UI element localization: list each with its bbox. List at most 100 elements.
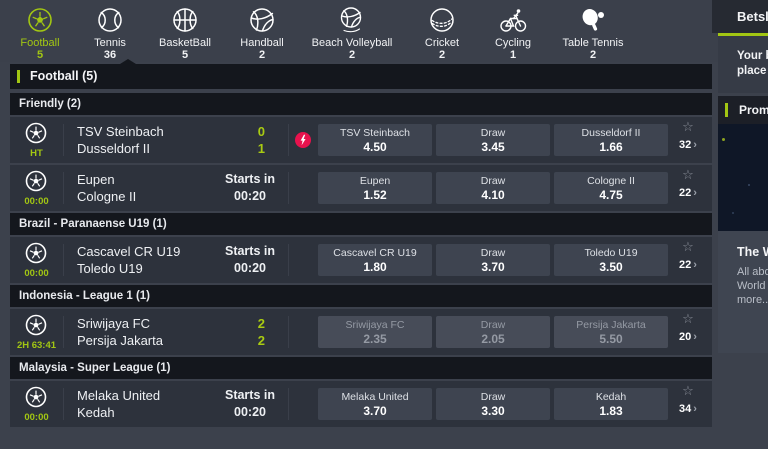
cricket-icon [382,5,502,35]
match-row[interactable]: 00:00 Eupen Cologne II Starts in 00:20 E… [10,165,712,211]
odds-button-away[interactable]: Toledo U19 3.50 [554,244,668,276]
odds-value: 1.83 [599,404,623,418]
odds-button-home[interactable]: Cascavel CR U19 1.80 [318,244,432,276]
league-header: Friendly (2) [10,93,712,115]
match-clock: 00:00 [24,196,49,207]
odds-button-home[interactable]: TSV Steinbach 4.50 [318,124,432,156]
cycling-icon [453,5,573,35]
tab-handball[interactable]: Handball 2 [202,5,322,62]
odds-label: Eupen [359,175,391,187]
tab-count: 2 [589,49,597,61]
tab-label: Tennis [94,37,126,49]
odds-button-draw[interactable]: Draw 3.45 [436,124,550,156]
league-header: Indonesia - League 1 (1) [10,285,712,307]
odds-button-home[interactable]: Melaka United 3.70 [318,388,432,420]
odds-button-draw[interactable]: Draw 2.05 [436,316,550,348]
odds-label: Draw [480,391,506,403]
promo-card-title: The World Cup [737,245,768,259]
match-clock: 00:00 [24,412,49,423]
football-row-icon [25,386,47,408]
home-team: Melaka United [77,388,161,403]
odds-button-home[interactable]: Eupen 1.52 [318,172,432,204]
match-row[interactable]: 2H 63:41 Sriwijaya FC Persija Jakarta 2 … [10,309,712,355]
markets-count[interactable]: 20 › [679,331,697,343]
divider [63,172,64,204]
odds-value: 1.52 [363,188,387,202]
chevron-right-icon: › [693,259,697,271]
tab-cricket[interactable]: Cricket 2 [382,5,502,62]
odds-value: 2.35 [363,332,387,346]
favorite-star-icon[interactable]: ☆ [682,239,694,254]
odds-button-away[interactable]: Kedah 1.83 [554,388,668,420]
odds-label: Cascavel CR U19 [333,247,417,259]
handball-icon [202,5,322,35]
odds-button-away[interactable]: Cologne II 4.75 [554,172,668,204]
chevron-right-icon: › [693,187,697,199]
tab-count: 2 [438,49,446,61]
starts-in-value: 00:20 [234,189,266,203]
tab-label: Handball [240,37,284,49]
tab-table-tennis[interactable]: Table Tennis 2 [533,5,653,62]
starts-in-value: 00:20 [234,405,266,419]
match-row[interactable]: HT TSV Steinbach Dusseldorf II 0 1 TSV S… [10,117,712,163]
odds-button-home[interactable]: Sriwijaya FC 2.35 [318,316,432,348]
odds-button-away[interactable]: Dusseldorf II 1.66 [554,124,668,156]
away-team: Persija Jakarta [77,333,163,348]
odds-label: Toledo U19 [584,247,638,259]
divider [288,172,289,204]
tab-tennis[interactable]: Tennis 36 [50,5,170,62]
odds-label: Draw [480,127,506,139]
starts-in-label: Starts in [224,244,275,258]
betslip-header[interactable]: Betslip [712,0,768,33]
promo-image[interactable] [718,124,768,231]
divider [288,124,289,156]
home-team: TSV Steinbach [77,124,164,139]
odds-button-away[interactable]: Persija Jakarta 5.50 [554,316,668,348]
betslip-empty-text-line1: Your betslip is empty, [737,50,768,62]
tab-beach-volleyball[interactable]: Beach Volleyball 2 [292,5,412,62]
odds-value: 3.70 [363,404,387,418]
match-row[interactable]: 00:00 Cascavel CR U19 Toledo U19 Starts … [10,237,712,283]
promo-card-body-line3: more... [737,294,768,306]
promo-card[interactable]: The World Cup All about the World Cup an… [718,231,768,353]
match-row[interactable]: 00:00 Melaka United Kedah Starts in 00:2… [10,381,712,427]
favorite-star-icon[interactable]: ☆ [682,119,694,134]
favorite-star-icon[interactable]: ☆ [682,311,694,326]
tab-basketball[interactable]: BasketBall 5 [125,5,245,62]
odds-button-draw[interactable]: Draw 3.70 [436,244,550,276]
divider [288,244,289,276]
tab-cycling[interactable]: Cycling 1 [453,5,573,62]
odds-button-draw[interactable]: Draw 4.10 [436,172,550,204]
beach-volleyball-icon [292,5,412,35]
match-clock: 2H 63:41 [16,340,57,351]
football-row-icon [25,242,47,264]
away-team: Kedah [77,405,115,420]
betslip-empty-text-line2: place a bet [737,65,768,77]
away-score: 1 [257,141,265,156]
markets-count[interactable]: 32 › [679,139,697,151]
live-boost-icon [295,132,311,148]
accent-bar [725,103,728,117]
chevron-right-icon: › [693,331,697,343]
match-clock: HT [30,148,43,159]
league-header: Brazil - Paranaense U19 (1) [10,213,712,235]
odds-button-draw[interactable]: Draw 3.30 [436,388,550,420]
favorite-star-icon[interactable]: ☆ [682,383,694,398]
promo-card-body-line2: World Cup and [737,280,768,292]
markets-count[interactable]: 34 › [679,403,697,415]
tab-count: 5 [181,49,189,61]
odds-value: 5.50 [599,332,623,346]
odds-value: 3.70 [481,260,505,274]
markets-count[interactable]: 22 › [679,259,697,271]
home-score: 0 [257,124,265,139]
away-team: Dusseldorf II [77,141,150,156]
odds-value: 3.45 [481,140,505,154]
promotions-header: Promotions [718,96,768,124]
tab-football[interactable]: Football 5 [0,5,100,62]
favorite-star-icon[interactable]: ☆ [682,167,694,182]
markets-count[interactable]: 22 › [679,187,697,199]
tab-label: Football [20,37,60,49]
football-row-icon [25,122,47,144]
home-team: Cascavel CR U19 [77,244,181,259]
odds-value: 4.10 [481,188,505,202]
